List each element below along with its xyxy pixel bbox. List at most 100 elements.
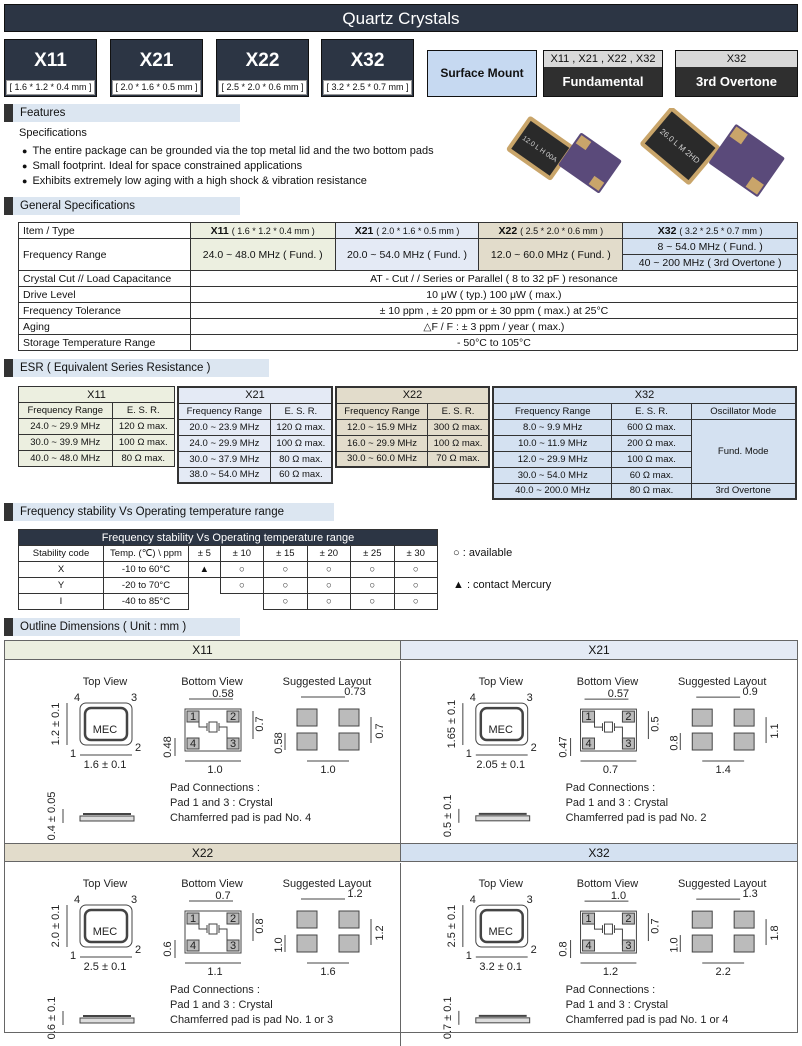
stability-code: X — [18, 561, 104, 578]
suggested-layout-label: Suggested Layout — [283, 878, 372, 890]
mode-cell: 3rd Overtone — [690, 482, 797, 500]
feature-bullet: Exhibits extremely low aging with a high… — [22, 175, 366, 187]
esr-model: X21 — [177, 386, 333, 404]
pin-label: 3 — [131, 894, 137, 906]
product-photo: 12.0 L H 00A 26.0 L M 2HD — [506, 108, 785, 197]
bottom-dim: 1.2 — [603, 966, 618, 978]
thickness-dimension: 0.7 ± 0.1 — [442, 997, 454, 1040]
general-spec-table: Item / Type X11 ( 1.6 * 1.2 * 0.4 mm ) X… — [18, 222, 799, 351]
mec-logo: MEC — [93, 724, 118, 736]
esr-value: 80 Ω max. — [611, 482, 692, 500]
esr-freq: 40.0 ~ 48.0 MHz — [18, 450, 113, 467]
bottom-dim: 0.8 — [558, 941, 570, 956]
outline-dimensions: X11 Top View Bottom View Suggested Layout … — [4, 640, 798, 1046]
pin-label: 2 — [135, 742, 141, 754]
circle-mark-icon: ○ — [393, 577, 439, 594]
bottom-dim: 0.8 — [254, 918, 266, 933]
pin-label: 4 — [74, 894, 80, 906]
layout-dim: 1.3 — [742, 888, 757, 900]
pin-label: 3 — [527, 894, 533, 906]
col-freq: Frequency Range — [177, 402, 271, 420]
outline-header: X32 — [400, 843, 797, 862]
model-size: [ 1.6 * 1.2 * 0.4 mm ] — [6, 80, 95, 95]
bottom-dim: 0.7 — [603, 764, 618, 776]
bottom-dim: 0.57 — [608, 688, 629, 700]
model-x11: X11 [ 1.6 * 1.2 * 0.4 mm ] — [4, 39, 97, 97]
model-x22: X22 [ 2.5 * 2.0 * 0.6 mm ] — [216, 39, 309, 97]
esr-table-x22: X22 Frequency Range E. S. R. 12.0 ~ 15.9 MH… — [335, 386, 490, 468]
esr-table-x21: X21 Frequency Range E. S. R. 20.0 ~ 23.9 MH… — [177, 386, 333, 484]
thickness-dimension: 0.4 ± 0.05 — [46, 792, 58, 841]
table-row: Storage Temperature Range - 50°C to 105°C — [18, 334, 799, 351]
esr-freq: 24.0 ~ 29.9 MHz — [177, 434, 271, 452]
bottom-view-label: Bottom View — [181, 878, 243, 890]
pin-label: 2 — [230, 711, 236, 723]
top-view-label: Top View — [479, 676, 523, 688]
table-row: 40.0 ~ 48.0 MHz 80 Ω max. — [18, 450, 175, 467]
width-dimension: 3.2 ± 0.1 — [479, 961, 522, 973]
bottom-dim: 0.5 — [649, 716, 661, 731]
width-dimension: 2.5 ± 0.1 — [84, 961, 127, 973]
esr-value: 100 Ω max. — [427, 434, 490, 452]
bottom-dim: 1.0 — [611, 890, 626, 902]
pin-label: 2 — [135, 944, 141, 956]
esr-value: 100 Ω max. — [269, 434, 333, 452]
table-row: Item / Type X11 ( 1.6 * 1.2 * 0.4 mm ) X… — [18, 222, 798, 239]
bottom-dim: 0.7 — [649, 918, 661, 933]
feature-bullet: The entire package can be grounded via t… — [22, 145, 433, 157]
col-esr: E. S. R. — [611, 402, 692, 420]
esr-freq: 20.0 ~ 23.9 MHz — [177, 418, 271, 436]
pin-label: 1 — [585, 913, 591, 925]
table-row: 30.0 ~ 37.9 MHz 80 Ω max. — [177, 450, 333, 468]
pin-label: 2 — [531, 944, 537, 956]
pad-connections: Pad Connections : — [170, 782, 260, 794]
outline-header: X22 — [5, 843, 400, 862]
pin-label: 3 — [625, 738, 631, 750]
bottom-view-label: Bottom View — [577, 878, 638, 890]
suggested-layout-label: Suggested Layout — [283, 676, 372, 688]
table-row: 16.0 ~ 29.9 MHz 100 Ω max. — [335, 434, 490, 452]
section-heading-general: General Specifications — [4, 197, 240, 215]
badge-label: 3rd Overtone — [696, 74, 777, 89]
pin-label: 3 — [527, 692, 533, 704]
layout-dim: 1.0 — [668, 937, 680, 952]
overtone-badge: X32 3rd Overtone — [675, 50, 798, 97]
col-temp: Temp. (℃) \ ppm — [103, 545, 189, 562]
bottom-dim: 1.0 — [207, 764, 222, 776]
mec-logo: MEC — [489, 926, 513, 938]
pin-label: 1 — [466, 748, 472, 760]
freq-x32-overtone: 40 ~ 200 MHz ( 3rd Overtone ) — [622, 254, 798, 271]
spec-label: Drive Level — [18, 286, 191, 303]
pin-label: 1 — [585, 711, 591, 723]
spec-value: △F / F : ± 3 ppm / year ( max.) — [189, 318, 799, 335]
model-x32: X32 [ 3.2 * 2.5 * 0.7 mm ] — [321, 39, 414, 97]
col-freq: Frequency Range — [492, 402, 613, 420]
freq-label: Frequency Range — [18, 238, 191, 271]
pin-label: 4 — [585, 738, 591, 750]
col-mode: Oscillator Mode — [690, 402, 797, 420]
model-name: X32 — [350, 50, 385, 71]
bottom-view-label: Bottom View — [181, 676, 243, 688]
esr-value: 100 Ω max. — [611, 450, 692, 468]
header-x21: X21 ( 2.0 * 1.6 * 0.5 mm ) — [334, 222, 480, 239]
section-heading-outline: Outline Dimensions ( Unit : mm ) — [4, 618, 240, 636]
top-view-label: Top View — [83, 676, 127, 688]
pad-connections: Pad Connections : — [566, 984, 656, 996]
layout-dim: 0.7 — [374, 723, 386, 738]
circle-mark-icon: ○ — [263, 593, 308, 610]
thickness-dimension: 0.5 ± 0.1 — [442, 795, 454, 838]
model-size: [ 2.5 * 2.0 * 0.6 mm ] — [218, 80, 307, 95]
fundamental-badge: X11 , X21 , X22 , X32 Fundamental — [543, 50, 663, 97]
header-x22: X22 ( 2.5 * 2.0 * 0.6 mm ) — [478, 222, 624, 239]
model-x21: X21 [ 2.0 * 1.6 * 0.5 mm ] — [110, 39, 203, 97]
esr-freq: 30.0 ~ 54.0 MHz — [492, 466, 613, 484]
pin-label: 2 — [230, 913, 236, 925]
pin-label: 3 — [230, 940, 236, 952]
bottom-dim: 0.6 — [162, 941, 174, 956]
pin-label: 1 — [70, 950, 76, 962]
col-code: Stability code — [18, 545, 104, 562]
outline-header: X11 — [5, 641, 400, 660]
table-row: 30.0 ~ 60.0 MHz 70 Ω max. — [335, 450, 490, 468]
bottom-dim: 1.1 — [207, 966, 222, 978]
col-ppm: ± 30 — [393, 545, 439, 562]
